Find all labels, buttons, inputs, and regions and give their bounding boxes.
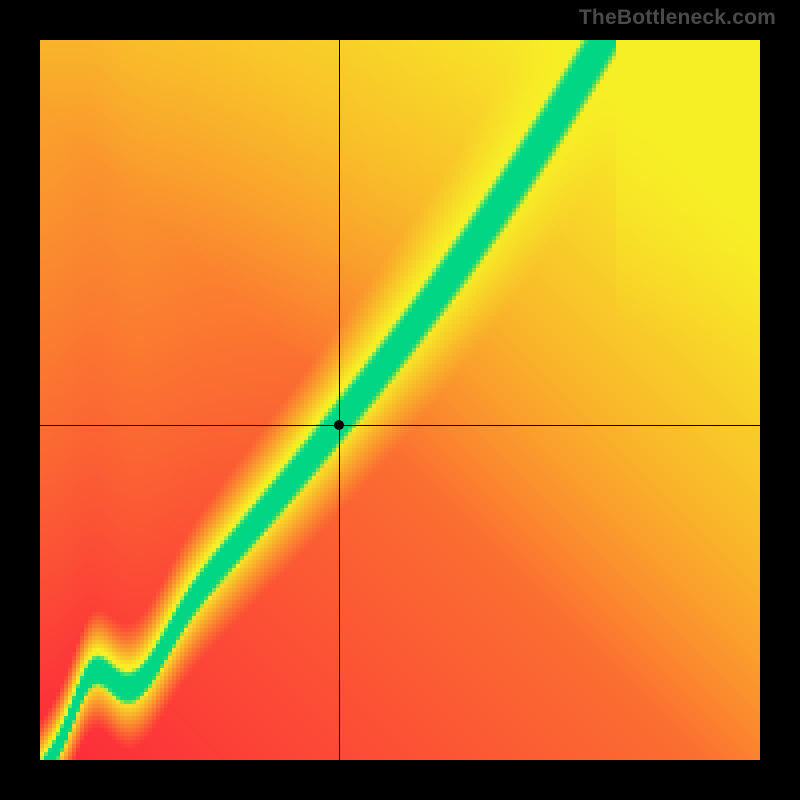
crosshair-vertical [339, 40, 340, 760]
heatmap-canvas [40, 40, 760, 760]
watermark-text: TheBottleneck.com [579, 6, 776, 30]
heatmap-plot [40, 40, 760, 760]
crosshair-horizontal [40, 425, 760, 426]
chart-container: TheBottleneck.com [0, 0, 800, 800]
marker-dot [334, 420, 344, 430]
